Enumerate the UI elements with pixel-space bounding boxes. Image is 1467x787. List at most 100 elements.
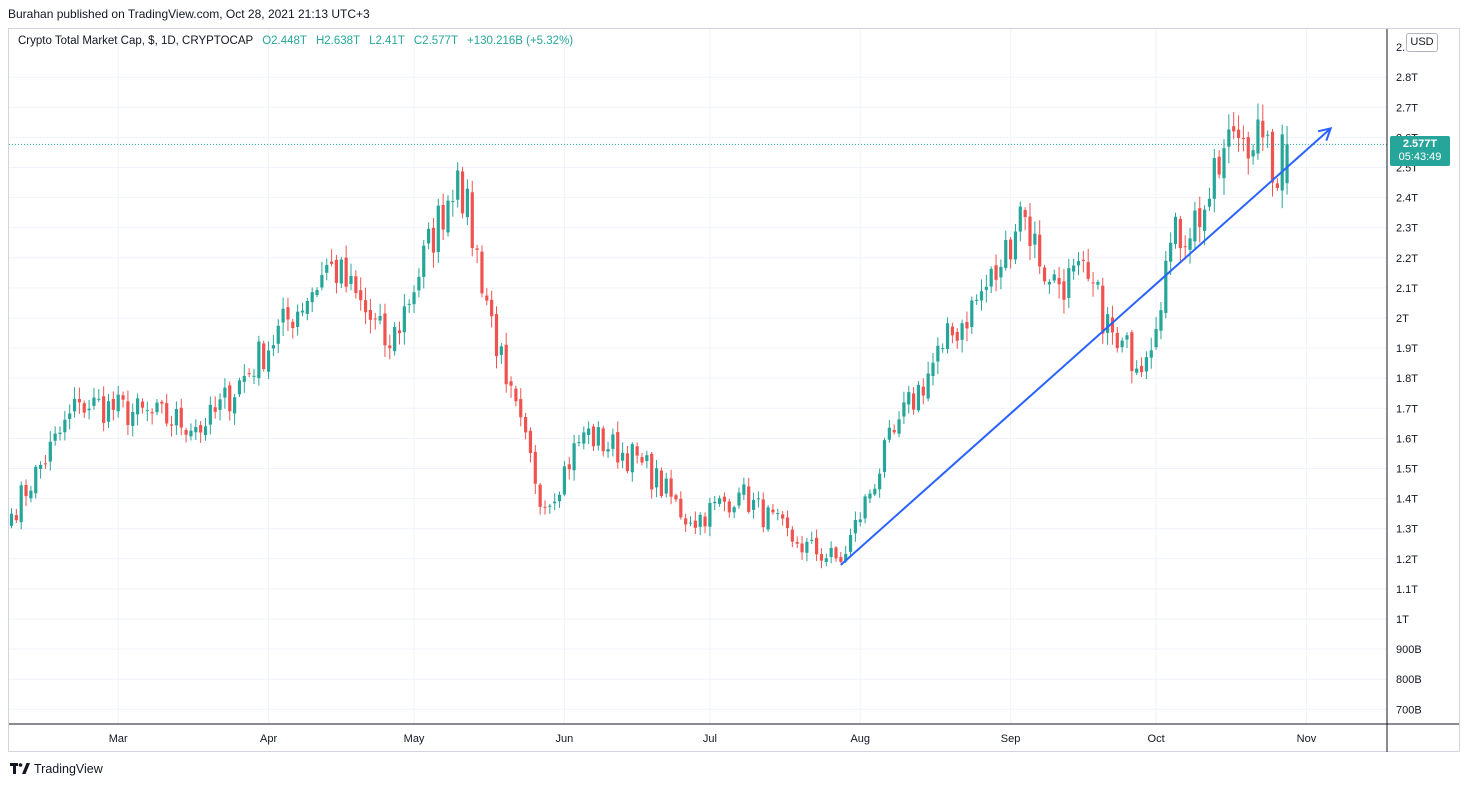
candle[interactable]: [1115, 326, 1119, 353]
candle[interactable]: [189, 423, 193, 441]
candle[interactable]: [320, 261, 324, 291]
candle[interactable]: [1096, 279, 1100, 290]
candle[interactable]: [635, 442, 639, 464]
candle[interactable]: [393, 322, 397, 356]
candle[interactable]: [441, 193, 445, 241]
candle[interactable]: [960, 319, 964, 353]
candle[interactable]: [698, 512, 702, 536]
candle[interactable]: [1178, 215, 1182, 263]
candle[interactable]: [373, 312, 377, 330]
candle[interactable]: [1246, 131, 1250, 175]
candle[interactable]: [1028, 203, 1032, 261]
currency-button[interactable]: USD: [1406, 33, 1438, 52]
trend-line[interactable]: [840, 127, 1332, 566]
candle[interactable]: [601, 425, 605, 457]
candle[interactable]: [1212, 148, 1216, 213]
candle[interactable]: [1188, 227, 1192, 264]
candle[interactable]: [1139, 357, 1144, 377]
candle[interactable]: [140, 398, 145, 414]
candle[interactable]: [509, 376, 513, 398]
candle[interactable]: [795, 536, 799, 549]
candle[interactable]: [912, 387, 916, 415]
candle[interactable]: [9, 508, 14, 529]
candle[interactable]: [77, 387, 81, 414]
candle[interactable]: [58, 426, 62, 441]
candle[interactable]: [349, 263, 353, 291]
candle[interactable]: [1164, 251, 1168, 319]
candle[interactable]: [1076, 252, 1081, 276]
candle[interactable]: [499, 343, 503, 364]
candle[interactable]: [412, 285, 416, 313]
candle[interactable]: [63, 411, 67, 441]
candle[interactable]: [68, 404, 72, 430]
candle[interactable]: [858, 512, 862, 527]
candle[interactable]: [330, 249, 334, 267]
candle[interactable]: [1183, 235, 1187, 260]
candle[interactable]: [519, 388, 523, 427]
candle[interactable]: [485, 288, 489, 306]
candle[interactable]: [203, 418, 208, 441]
candle[interactable]: [533, 445, 537, 494]
candle[interactable]: [470, 180, 474, 257]
candle[interactable]: [810, 531, 814, 544]
candle[interactable]: [853, 511, 857, 542]
candle[interactable]: [994, 254, 998, 292]
candle[interactable]: [684, 513, 688, 532]
candle[interactable]: [829, 541, 833, 564]
candle[interactable]: [674, 493, 678, 502]
candle[interactable]: [1173, 212, 1178, 249]
candle[interactable]: [975, 294, 979, 305]
candle[interactable]: [1023, 207, 1027, 231]
candle[interactable]: [776, 508, 780, 521]
candle[interactable]: [514, 385, 518, 407]
candle[interactable]: [504, 332, 508, 393]
candle[interactable]: [378, 303, 382, 325]
candle[interactable]: [126, 390, 130, 436]
candle[interactable]: [1256, 103, 1260, 160]
candle[interactable]: [654, 459, 659, 498]
candle[interactable]: [897, 411, 901, 438]
candle[interactable]: [572, 434, 576, 481]
candle[interactable]: [131, 403, 135, 437]
candle[interactable]: [179, 398, 183, 436]
candle[interactable]: [693, 511, 697, 535]
candle[interactable]: [24, 479, 28, 506]
candle[interactable]: [747, 477, 751, 514]
candle[interactable]: [339, 256, 343, 289]
candle[interactable]: [174, 401, 178, 435]
candle[interactable]: [1042, 264, 1047, 285]
candle[interactable]: [417, 268, 421, 298]
candle[interactable]: [436, 198, 440, 263]
candle[interactable]: [688, 516, 693, 527]
candle[interactable]: [106, 394, 111, 428]
candle[interactable]: [543, 500, 547, 515]
candle[interactable]: [907, 385, 911, 414]
candle[interactable]: [819, 548, 824, 569]
candle[interactable]: [1057, 267, 1061, 299]
candle[interactable]: [955, 328, 959, 349]
candle[interactable]: [199, 421, 203, 443]
candle[interactable]: [19, 481, 23, 530]
candle[interactable]: [1203, 205, 1207, 246]
candle[interactable]: [630, 442, 634, 482]
candle[interactable]: [1227, 114, 1231, 164]
candle[interactable]: [1135, 360, 1139, 376]
candle[interactable]: [305, 297, 309, 321]
candle[interactable]: [771, 504, 775, 515]
candle[interactable]: [165, 393, 169, 427]
candle[interactable]: [136, 393, 140, 426]
candle[interactable]: [984, 274, 988, 303]
candle[interactable]: [921, 378, 925, 405]
symbol-name[interactable]: Crypto Total Market Cap, $, 1D, CRYPTOCA…: [18, 35, 253, 47]
candle[interactable]: [325, 258, 329, 281]
candle[interactable]: [640, 453, 644, 466]
candle[interactable]: [465, 179, 469, 226]
candle[interactable]: [1072, 258, 1076, 280]
candle[interactable]: [800, 535, 804, 560]
candle[interactable]: [208, 396, 212, 435]
candle[interactable]: [863, 494, 867, 524]
candle[interactable]: [965, 311, 969, 342]
candle[interactable]: [926, 361, 930, 402]
candle[interactable]: [29, 485, 33, 503]
candle[interactable]: [237, 377, 242, 398]
